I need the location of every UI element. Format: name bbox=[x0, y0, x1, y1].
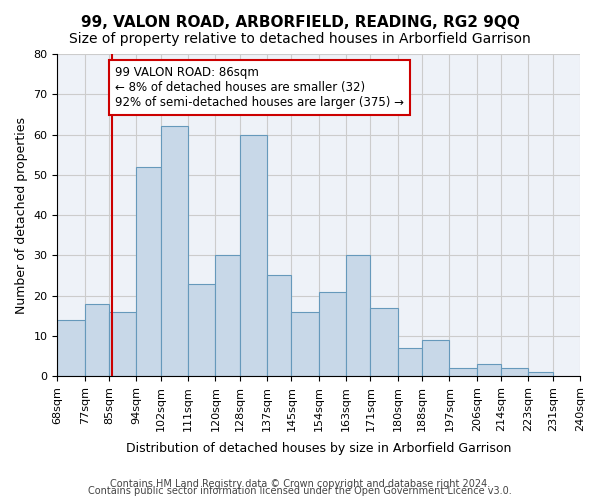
Bar bbox=[109, 312, 136, 376]
Bar bbox=[292, 312, 319, 376]
Text: Contains HM Land Registry data © Crown copyright and database right 2024.: Contains HM Land Registry data © Crown c… bbox=[110, 479, 490, 489]
Bar bbox=[529, 372, 553, 376]
Bar bbox=[346, 256, 370, 376]
Bar bbox=[267, 276, 292, 376]
Bar bbox=[215, 256, 240, 376]
Bar bbox=[422, 340, 449, 376]
Bar bbox=[370, 308, 398, 376]
Bar bbox=[449, 368, 476, 376]
Text: Size of property relative to detached houses in Arborfield Garrison: Size of property relative to detached ho… bbox=[69, 32, 531, 46]
Bar bbox=[188, 284, 215, 376]
Y-axis label: Number of detached properties: Number of detached properties bbox=[15, 116, 28, 314]
Text: 99 VALON ROAD: 86sqm
← 8% of detached houses are smaller (32)
92% of semi-detach: 99 VALON ROAD: 86sqm ← 8% of detached ho… bbox=[115, 66, 404, 109]
Bar bbox=[161, 126, 188, 376]
Bar bbox=[319, 292, 346, 376]
Bar bbox=[501, 368, 529, 376]
Text: 99, VALON ROAD, ARBORFIELD, READING, RG2 9QQ: 99, VALON ROAD, ARBORFIELD, READING, RG2… bbox=[80, 15, 520, 30]
Bar bbox=[58, 320, 85, 376]
Bar bbox=[85, 304, 109, 376]
Bar bbox=[398, 348, 422, 376]
Bar bbox=[240, 134, 267, 376]
Bar bbox=[136, 167, 161, 376]
Bar bbox=[476, 364, 501, 376]
Text: Contains public sector information licensed under the Open Government Licence v3: Contains public sector information licen… bbox=[88, 486, 512, 496]
X-axis label: Distribution of detached houses by size in Arborfield Garrison: Distribution of detached houses by size … bbox=[126, 442, 511, 455]
